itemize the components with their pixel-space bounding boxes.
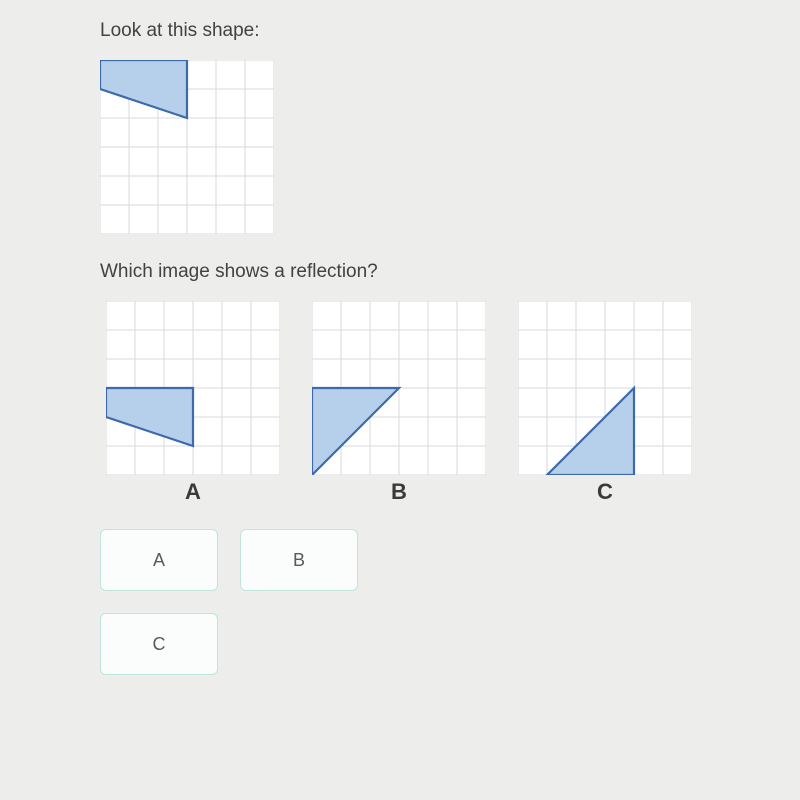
option-label-c: C (597, 479, 613, 505)
original-shape-grid (100, 60, 274, 234)
answer-button-c[interactable]: C (100, 613, 218, 675)
options-row: A B C (106, 301, 780, 505)
option-grid-a (106, 301, 280, 475)
answer-button-a[interactable]: A (100, 529, 218, 591)
prompt-reflection: Which image shows a reflection? (100, 261, 780, 283)
option-grid-c (518, 301, 692, 475)
answer-button-b[interactable]: B (240, 529, 358, 591)
option-b: B (312, 301, 486, 505)
option-c: C (518, 301, 692, 505)
answer-buttons: ABC (100, 529, 400, 675)
option-a: A (106, 301, 280, 505)
option-label-a: A (185, 479, 201, 505)
option-grid-b (312, 301, 486, 475)
prompt-look: Look at this shape: (100, 20, 780, 42)
option-label-b: B (391, 479, 407, 505)
